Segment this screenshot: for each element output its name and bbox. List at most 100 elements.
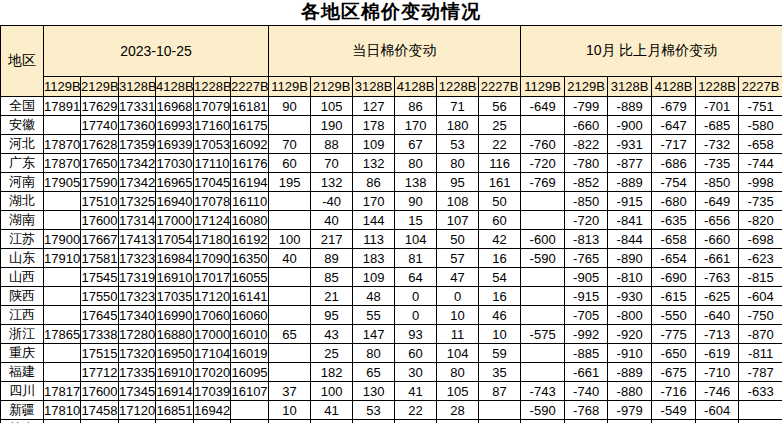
daily-change-cell: 10 [479, 325, 521, 344]
monthly-change-cell [521, 306, 565, 325]
region-cell: 新疆 [1, 401, 44, 420]
price-cell: 17515 [81, 344, 119, 363]
daily-change-cell: 182 [311, 363, 353, 382]
price-cell: 16993 [156, 116, 194, 135]
price-cell: 17060 [194, 306, 231, 325]
monthly-change-cell: -720 [521, 154, 565, 173]
price-cell: 17870 [44, 154, 81, 173]
price-cell: 17910 [44, 249, 81, 268]
price-cell: 17000 [156, 420, 194, 423]
grade-column-header: 1228B [437, 77, 479, 97]
price-cell: 16092 [231, 135, 269, 154]
daily-change-cell [269, 420, 311, 423]
page-title: 各地区棉价变动情况 [0, 0, 782, 25]
table-row: 四川17817176001734516914170391610737100130… [1, 382, 782, 401]
daily-change-cell: 104 [395, 230, 437, 249]
region-cell: 四川 [1, 382, 44, 401]
daily-change-cell: 180 [437, 116, 479, 135]
daily-change-cell: 109 [353, 135, 395, 154]
daily-change-cell: 60 [269, 154, 311, 173]
price-cell: 17810 [44, 401, 81, 420]
daily-change-cell: 22 [395, 401, 437, 420]
daily-change-cell: 65 [269, 325, 311, 344]
monthly-change-cell: -931 [608, 135, 652, 154]
monthly-change-cell: -720 [565, 211, 608, 230]
daily-change-cell: 95 [311, 306, 353, 325]
price-cell [44, 116, 81, 135]
table-row: 广东17870176501734217030171101617660701328… [1, 154, 782, 173]
daily-change-cell: 41 [395, 382, 437, 401]
daily-change-cell: 80 [395, 154, 437, 173]
monthly-change-cell [521, 116, 565, 135]
price-cell: 17891 [44, 97, 81, 116]
table-row: 全国17891176291733116968170791618190105127… [1, 97, 782, 116]
price-cell: 16965 [156, 173, 194, 192]
daily-change-cell [269, 268, 311, 287]
monthly-change-cell: -656 [696, 211, 739, 230]
daily-change-cell: 59 [479, 344, 521, 363]
price-cell: 16080 [231, 211, 269, 230]
monthly-change-cell: -811 [739, 344, 782, 363]
section-header-row: 地区 2023-10-25 当日棉价变动 10月 比上月棉价变动 [1, 26, 782, 77]
monthly-change-cell: -625 [696, 287, 739, 306]
monthly-change-cell: -735 [696, 154, 739, 173]
price-cell: 17180 [194, 230, 231, 249]
price-cell: 17342 [119, 154, 156, 173]
monthly-change-cell: -799 [565, 97, 608, 116]
daily-change-cell: 71 [437, 97, 479, 116]
daily-change-cell: 40 [311, 211, 353, 230]
daily-change-cell [479, 401, 521, 420]
price-cell: 16950 [156, 344, 194, 363]
table-row: 山东17910175811732316984170901635040891838… [1, 249, 782, 268]
price-cell: 17300 [119, 420, 156, 423]
price-cell: 16141 [231, 287, 269, 306]
monthly-change-cell: -979 [608, 401, 652, 420]
price-cell [231, 420, 269, 423]
monthly-change-cell: -830 [565, 420, 608, 423]
price-cell: 17650 [81, 420, 119, 423]
grade-column-header: 1129B [44, 77, 81, 97]
daily-change-cell: 132 [311, 173, 353, 192]
daily-change-cell: 89 [311, 249, 353, 268]
monthly-change-cell: -580 [739, 116, 782, 135]
region-cell: 福建 [1, 363, 44, 382]
daily-change-cell: 11 [437, 325, 479, 344]
price-cell: 17079 [194, 97, 231, 116]
price-cell: 17110 [194, 154, 231, 173]
monthly-change-cell: -930 [608, 287, 652, 306]
monthly-change-cell: -810 [608, 268, 652, 287]
monthly-change-cell [739, 401, 782, 420]
price-cell: 17628 [81, 135, 119, 154]
monthly-change-cell: -880 [608, 382, 652, 401]
price-cell: 17090 [194, 249, 231, 268]
region-cell: 湖南 [1, 211, 44, 230]
grade-column-header: 1228B [696, 77, 739, 97]
daily-change-cell: 65 [353, 363, 395, 382]
price-cell: 17120 [194, 287, 231, 306]
table-row: 福建177121733516910170201609518265308035-6… [1, 363, 782, 382]
monthly-change-cell: -660 [565, 116, 608, 135]
region-cell: 山东 [1, 249, 44, 268]
region-cell: 广东 [1, 154, 44, 173]
grade-column-header: 1129B [269, 77, 311, 97]
daily-change-cell: 109 [353, 268, 395, 287]
daily-change-cell: 183 [353, 249, 395, 268]
daily-change-cell: 87 [479, 382, 521, 401]
daily-change-cell: 41 [311, 401, 353, 420]
price-cell: 17600 [81, 211, 119, 230]
price-cell: 17360 [119, 116, 156, 135]
daily-change-cell: 25 [311, 344, 353, 363]
grade-column-header: 2129B [81, 77, 119, 97]
monthly-change-cell: -590 [521, 249, 565, 268]
region-cell: 河北 [1, 135, 44, 154]
monthly-change-cell: -813 [565, 230, 608, 249]
price-cell [44, 211, 81, 230]
daily-change-cell: 180 [437, 420, 479, 423]
monthly-change-cell: -822 [565, 135, 608, 154]
price-cell: 16968 [156, 97, 194, 116]
monthly-change-cell: -705 [565, 306, 608, 325]
price-cell: 16095 [231, 363, 269, 382]
daily-change-cell: 70 [269, 135, 311, 154]
price-cell: 17160 [194, 116, 231, 135]
monthly-change-cell: -740 [565, 382, 608, 401]
